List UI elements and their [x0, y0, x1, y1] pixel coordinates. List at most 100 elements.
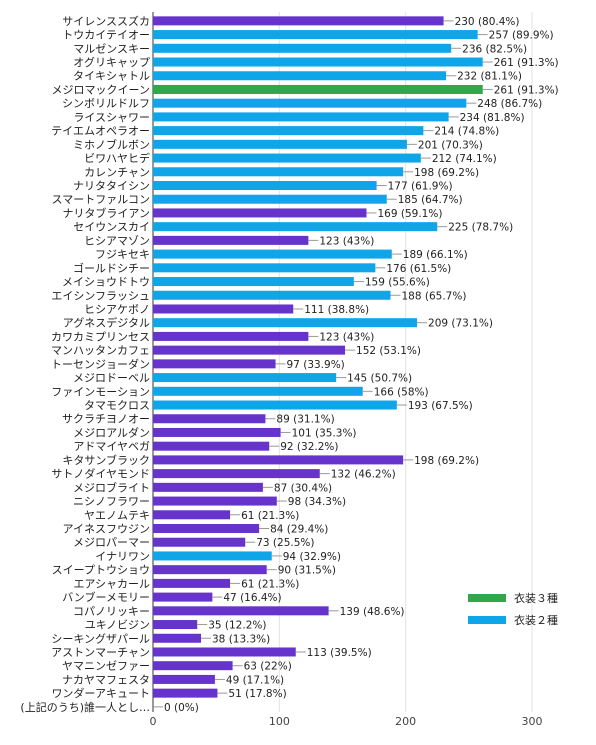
data-label: 87 (30.4%) — [274, 482, 332, 494]
bar — [153, 359, 276, 369]
category-label: トーセンジョーダン — [51, 357, 150, 371]
category-label: ナリタブライアン — [62, 206, 150, 220]
data-label: 185 (64.7%) — [398, 194, 463, 206]
bar — [153, 304, 294, 314]
data-label: 234 (81.8%) — [460, 112, 525, 124]
data-label: 176 (61.5%) — [386, 263, 451, 275]
data-label: 0 (0%) — [164, 702, 199, 714]
category-label: ゴールドシチー — [73, 261, 150, 275]
data-label: 35 (12.2%) — [208, 620, 266, 632]
category-label: アグネスデジタル — [63, 316, 150, 330]
data-label: 166 (58%) — [374, 386, 429, 398]
bar — [153, 414, 266, 424]
category-label: コパノリッキー — [73, 605, 150, 618]
data-label: 248 (86.7%) — [477, 98, 542, 110]
bar — [153, 235, 309, 245]
data-label: 47 (16.4%) — [223, 592, 281, 604]
data-label: 92 (32.2%) — [280, 441, 338, 453]
bar — [153, 647, 296, 657]
category-labels: サイレンススズカトウカイテイオーマルゼンスキーオグリキャップタイキシャトルメジロ… — [20, 14, 150, 714]
category-label: シーキングザパール — [51, 631, 150, 645]
bar — [153, 30, 478, 40]
category-label: スマートファルコン — [52, 193, 150, 206]
bar — [153, 112, 449, 122]
data-label: 94 (32.9%) — [283, 551, 341, 563]
data-label: 177 (61.9%) — [388, 181, 453, 193]
category-label: ビワハヤヒデ — [84, 151, 150, 165]
data-label: 61 (21.3%) — [241, 510, 299, 522]
bar — [153, 153, 421, 163]
data-label: 212 (74.1%) — [432, 153, 497, 165]
data-label: 145 (50.7%) — [347, 373, 412, 385]
data-label: 188 (65.7%) — [402, 290, 467, 302]
bar — [153, 551, 272, 561]
category-label: オグリキャップ — [73, 55, 150, 69]
data-label: 123 (43%) — [319, 235, 374, 247]
bar — [153, 386, 363, 396]
category-label: メイショウドトウ — [62, 276, 150, 289]
bar — [153, 427, 281, 437]
category-label: トウカイテイオー — [62, 29, 150, 42]
category-label: ワンダーアキュート — [51, 686, 150, 700]
category-label: ナカヤマフェスタ — [62, 673, 150, 686]
bar — [153, 373, 337, 383]
data-label: 193 (67.5%) — [408, 400, 473, 412]
category-label: イナリワン — [95, 550, 150, 563]
category-label: ミホノブルボン — [73, 137, 150, 151]
category-label: カワカミプリンセス — [51, 330, 150, 343]
bar — [153, 578, 231, 588]
category-label: エアシャカール — [73, 577, 150, 590]
data-label: 113 (39.5%) — [307, 647, 372, 659]
bar — [153, 16, 444, 26]
data-label: 38 (13.3%) — [212, 633, 270, 645]
bar — [153, 455, 404, 465]
data-labels: 230 (80.4%) 257 (89.9%)236 (82.5%) 261 (91… — [153, 16, 559, 714]
data-label: 139 (48.6%) — [340, 606, 405, 618]
bar — [153, 565, 267, 575]
category-label: バンブーメモリー — [62, 590, 150, 604]
category-label: ライスシャワー — [73, 111, 150, 124]
category-label: マンハッタンカフェ — [51, 344, 150, 357]
category-label: エイシンフラッシュ — [51, 289, 150, 302]
bar — [153, 688, 218, 698]
data-label: 232 (81.1%) — [457, 71, 522, 83]
category-label: ニシノフラワー — [73, 495, 150, 508]
data-label: 73 (25.5%) — [256, 537, 314, 549]
category-label: メジロブライト — [73, 480, 150, 494]
bar — [153, 400, 397, 410]
bar — [153, 277, 354, 287]
bar — [153, 318, 418, 328]
category-label: タマモクロス — [84, 399, 150, 412]
category-label: マルゼンスキー — [73, 42, 150, 55]
category-label: アイネスフウジン — [63, 523, 150, 536]
bar — [153, 98, 467, 108]
data-label: 101 (35.3%) — [292, 427, 357, 439]
data-label: 159 (55.6%) — [365, 277, 430, 289]
data-label: 230 (80.4%) — [455, 16, 520, 28]
category-label: ユキノビジン — [85, 619, 150, 632]
bar — [153, 181, 377, 190]
x-axis-ticks: 0 100 200 300 — [150, 715, 543, 728]
data-label: 201 (70.3%) — [418, 139, 483, 151]
data-label: 257 (89.9%) — [489, 30, 554, 42]
bars — [153, 16, 483, 698]
data-label: 132 (46.2%) — [331, 469, 396, 481]
data-label: 198 (69.2%) — [414, 455, 479, 467]
category-label: ヒシアケボノ — [84, 303, 150, 316]
bar — [153, 441, 270, 451]
x-tick-label: 300 — [522, 715, 543, 728]
category-label: スイープトウショウ — [52, 564, 150, 577]
category-label: ファインモーション — [51, 385, 150, 398]
data-label: 89 (31.1%) — [276, 414, 334, 426]
data-label: 51 (17.8%) — [228, 688, 286, 700]
category-label: フジキセキ — [95, 248, 150, 261]
bar — [153, 510, 231, 520]
data-label: 111 (38.8%) — [304, 304, 369, 316]
data-label: 98 (34.3%) — [288, 496, 346, 508]
bar — [153, 661, 233, 671]
bar — [153, 592, 213, 602]
bar — [153, 167, 404, 177]
bar — [153, 126, 424, 136]
category-label: セイウンスカイ — [73, 221, 150, 234]
